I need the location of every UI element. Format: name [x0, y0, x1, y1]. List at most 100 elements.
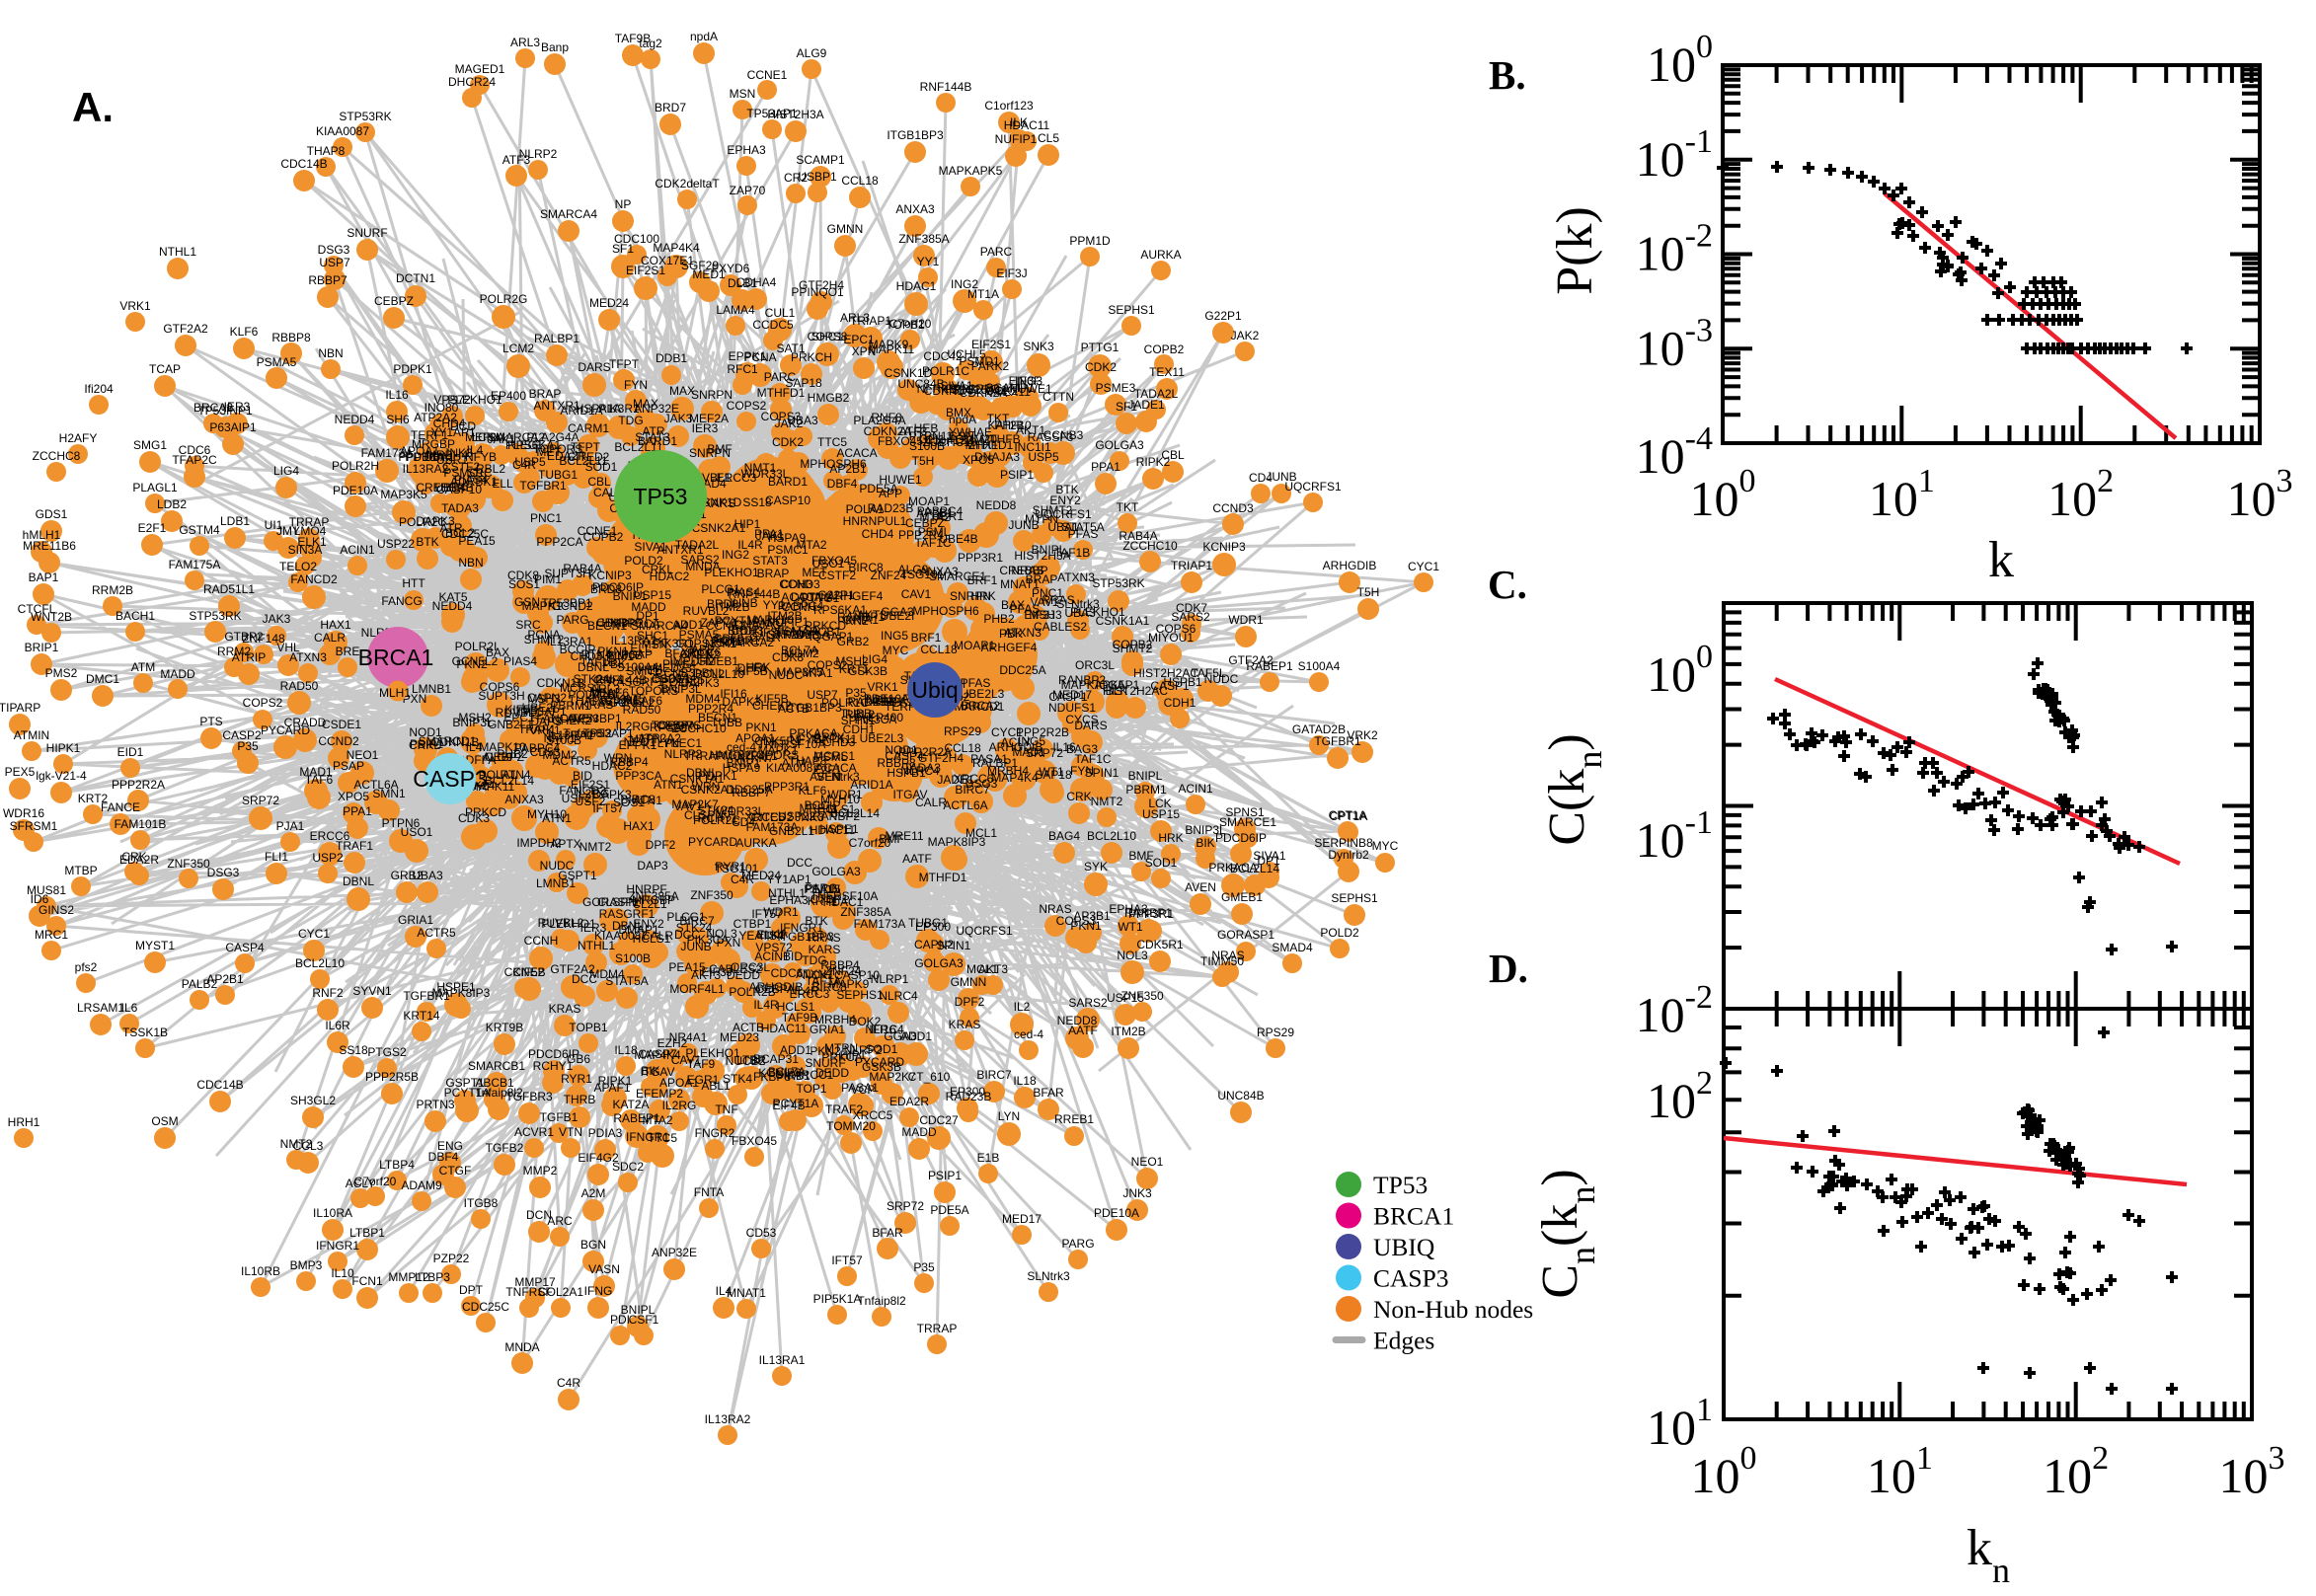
svg-text:DPT: DPT — [459, 1283, 484, 1297]
svg-text:THRB: THRB — [564, 1093, 596, 1106]
svg-text:PIAS4: PIAS4 — [662, 657, 696, 671]
svg-text:POLR2C: POLR2C — [399, 515, 446, 529]
svg-text:CABLES2: CABLES2 — [1034, 620, 1087, 634]
svg-text:MSN: MSN — [642, 638, 668, 651]
svg-text:IL6R: IL6R — [325, 1019, 350, 1032]
svg-text:SRP72: SRP72 — [887, 1199, 924, 1213]
svg-text:GMEB1: GMEB1 — [1221, 890, 1263, 904]
svg-text:CDK2: CDK2 — [772, 435, 804, 449]
svg-text:MAP4K4: MAP4K4 — [634, 1048, 681, 1062]
svg-text:CDKN1B: CDKN1B — [431, 735, 480, 749]
svg-text:LTBP3: LTBP3 — [415, 1270, 450, 1284]
svg-text:MAD1: MAD1 — [299, 765, 333, 779]
svg-text:ITM2B: ITM2B — [1111, 1025, 1145, 1038]
svg-text:PLEKHO1: PLEKHO1 — [704, 566, 759, 579]
svg-text:CSDE1: CSDE1 — [652, 672, 691, 686]
svg-text:VRK2: VRK2 — [1347, 728, 1378, 742]
svg-text:COPB2: COPB2 — [1144, 342, 1185, 356]
svg-text:RRM2B: RRM2B — [92, 583, 133, 597]
svg-text:PLEC1: PLEC1 — [505, 438, 543, 452]
svg-text:EP400: EP400 — [491, 389, 526, 403]
svg-text:BARD1: BARD1 — [768, 475, 808, 489]
svg-text:Ifi204: Ifi204 — [84, 382, 114, 396]
svg-text:MAGED1: MAGED1 — [455, 62, 505, 76]
svg-text:PPP3CA: PPP3CA — [615, 769, 661, 783]
svg-text:CCDC5: CCDC5 — [752, 318, 794, 332]
svg-text:ARL3: ARL3 — [590, 682, 620, 696]
svg-text:RALBP1: RALBP1 — [972, 756, 1018, 770]
svg-text:KARS: KARS — [809, 943, 841, 956]
svg-text:MNDA: MNDA — [504, 1340, 539, 1354]
svg-text:AURKA: AURKA — [1140, 248, 1181, 262]
svg-text:PCNA: PCNA — [743, 350, 776, 364]
svg-text:DDB1: DDB1 — [656, 351, 687, 365]
svg-text:NEDD4: NEDD4 — [432, 599, 473, 613]
svg-text:PARG: PARG — [1061, 1237, 1094, 1251]
svg-text:DP1: DP1 — [636, 609, 659, 623]
svg-text:MDM4: MDM4 — [685, 692, 721, 706]
svg-text:PSME3: PSME3 — [1096, 381, 1136, 395]
svg-text:PKN2: PKN2 — [456, 657, 488, 671]
svg-text:CYC1: CYC1 — [991, 725, 1023, 739]
svg-text:ZAP70: ZAP70 — [730, 184, 766, 197]
svg-text:SMARCA2: SMARCA2 — [717, 636, 774, 649]
svg-text:BRCA1: BRCA1 — [358, 645, 434, 670]
svg-text:BFAR: BFAR — [872, 1226, 903, 1240]
svg-text:PLEKHO1: PLEKHO1 — [541, 917, 596, 931]
svg-text:PSMA5: PSMA5 — [257, 355, 297, 369]
svg-text:ARL3: ARL3 — [840, 311, 870, 325]
svg-text:POLR1C: POLR1C — [821, 696, 869, 710]
svg-text:HAX1: HAX1 — [623, 819, 655, 833]
svg-text:HIPK1: HIPK1 — [46, 741, 81, 755]
svg-text:DEDD: DEDD — [815, 1066, 849, 1080]
svg-text:CCND3: CCND3 — [1212, 501, 1254, 515]
svg-text:SAP18: SAP18 — [785, 376, 822, 390]
svg-text:SPIN1: SPIN1 — [1085, 766, 1119, 780]
svg-text:PPINQO1: PPINQO1 — [791, 285, 844, 299]
svg-text:STP53RK: STP53RK — [189, 609, 241, 623]
svg-text:RANBP2: RANBP2 — [1058, 673, 1106, 687]
svg-text:CCNH: CCNH — [782, 600, 816, 614]
svg-text:NUFIP1: NUFIP1 — [995, 132, 1038, 146]
svg-text:DSG3: DSG3 — [318, 243, 350, 257]
svg-text:SH6: SH6 — [386, 413, 410, 426]
svg-text:ZNF148: ZNF148 — [242, 632, 285, 646]
svg-text:AP3B1: AP3B1 — [916, 506, 954, 520]
svg-text:HSPE1: HSPE1 — [819, 822, 859, 836]
svg-text:RBBP7: RBBP7 — [308, 273, 347, 287]
svg-text:HDAC11: HDAC11 — [761, 1022, 808, 1035]
svg-text:S100A4: S100A4 — [1298, 659, 1341, 673]
svg-text:CDK2deltaT: CDK2deltaT — [655, 177, 720, 190]
svg-text:FANCE: FANCE — [101, 800, 140, 814]
svg-text:TOMM20: TOMM20 — [826, 1119, 876, 1133]
svg-text:MRBH4: MRBH4 — [814, 1013, 856, 1026]
svg-text:BAP1: BAP1 — [29, 570, 59, 584]
svg-text:Ubiq: Ubiq — [911, 677, 958, 703]
svg-text:ILK: ILK — [696, 647, 714, 661]
svg-text:BTK: BTK — [805, 914, 827, 928]
svg-text:IL13RA1: IL13RA1 — [547, 635, 593, 648]
svg-text:HRH1: HRH1 — [8, 1115, 40, 1129]
svg-text:SRC: SRC — [515, 618, 541, 632]
svg-text:MADD: MADD — [901, 1125, 937, 1139]
svg-text:CASP1: CASP1 — [1048, 690, 1088, 704]
svg-text:IL16: IL16 — [385, 388, 409, 402]
svg-text:PDE10A: PDE10A — [1094, 1206, 1139, 1220]
svg-text:k: k — [1988, 532, 2014, 588]
svg-text:NEO1: NEO1 — [347, 748, 379, 762]
svg-text:AATF: AATF — [902, 852, 932, 866]
svg-text:SHMT2: SHMT2 — [1113, 642, 1153, 655]
svg-text:Dynlrb2: Dynlrb2 — [1328, 848, 1369, 862]
svg-text:LTBP4: LTBP4 — [379, 1158, 415, 1172]
svg-text:BAG4: BAG4 — [1048, 829, 1080, 843]
svg-text:CPT1A: CPT1A — [1329, 808, 1367, 822]
svg-text:PTTG1: PTTG1 — [802, 591, 840, 605]
svg-text:npdA: npdA — [760, 927, 788, 941]
svg-text:TDG: TDG — [618, 414, 643, 427]
svg-text:BFAR: BFAR — [1033, 1086, 1064, 1100]
svg-text:ANXA3: ANXA3 — [895, 202, 935, 216]
svg-text:RAD23B: RAD23B — [848, 695, 894, 709]
svg-text:GRB2: GRB2 — [837, 635, 870, 648]
svg-text:PYCARD: PYCARD — [688, 835, 737, 849]
svg-text:CRK: CRK — [1066, 790, 1091, 803]
